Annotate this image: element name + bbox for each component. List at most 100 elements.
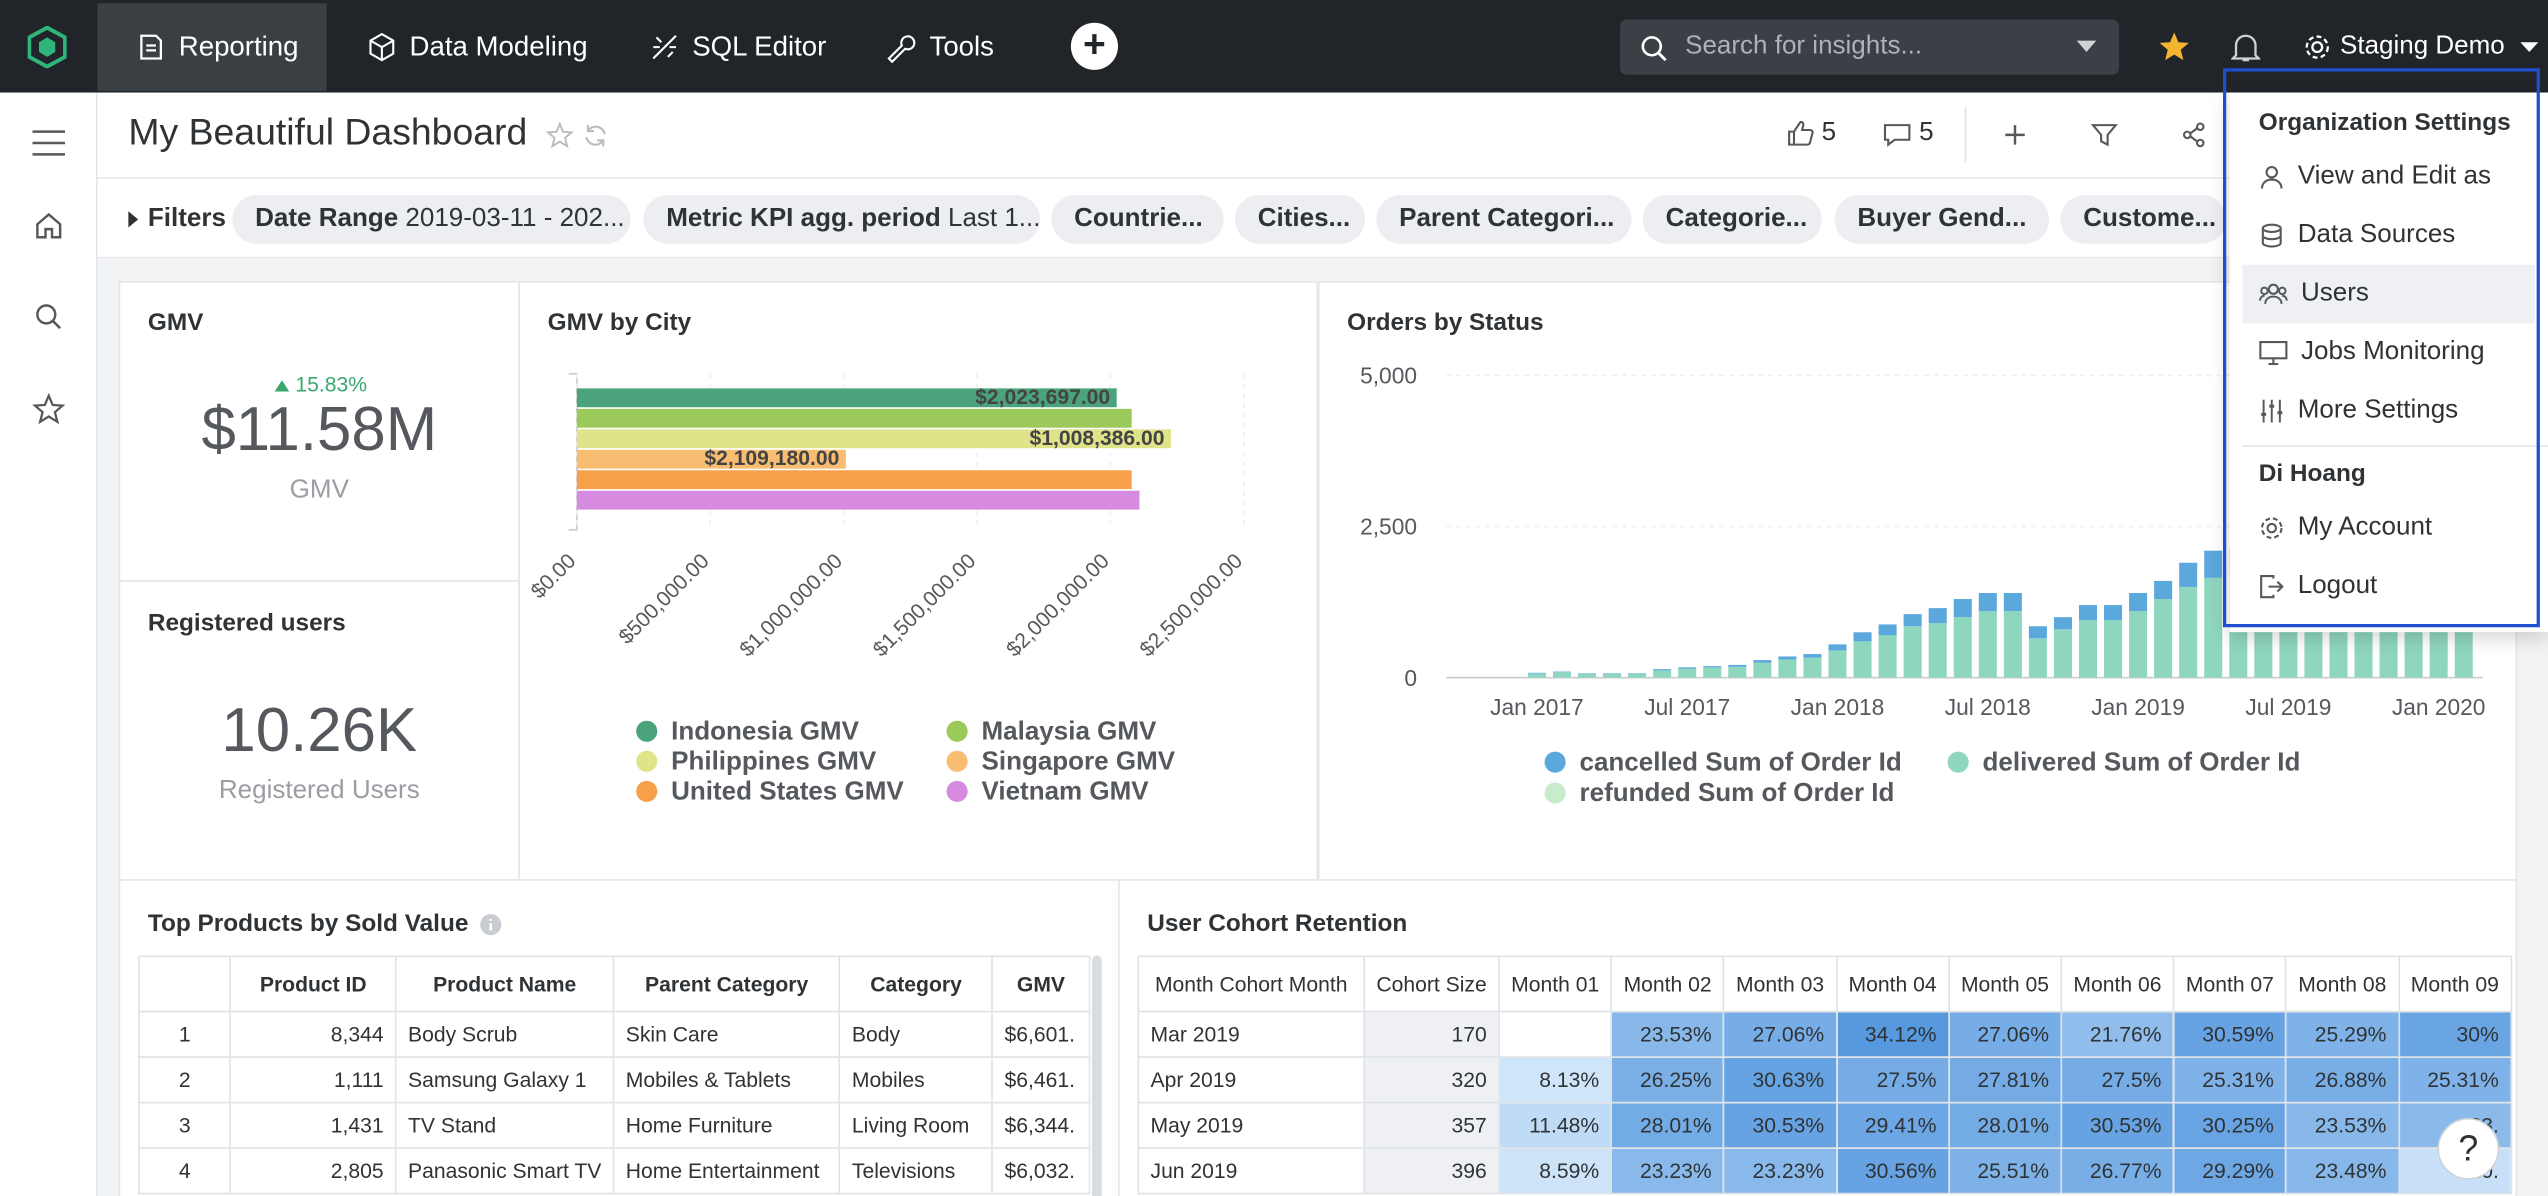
search-input[interactable] [1685,19,2059,75]
gmv-kpi-widget[interactable]: GMV 15.83% $11.58M GMV [118,281,520,582]
column-header[interactable]: Month 09 [2397,955,2512,1013]
bar-segment-delivered[interactable] [1803,657,1822,678]
home-icon[interactable] [26,203,72,249]
bar-segment-delivered[interactable] [1903,626,1922,678]
legend-label[interactable]: refunded Sum of Order Id [1580,777,1895,807]
share-icon[interactable] [2181,122,2207,148]
bar-segment-cancelled[interactable] [1903,614,1922,627]
filter-chip-parent-categories[interactable]: Parent Categori... [1376,195,1632,244]
bar-segment-delivered[interactable] [1653,670,1672,678]
menu-item-jobs-monitoring[interactable]: Jobs Monitoring [2230,323,2548,382]
bar-segment-cancelled[interactable] [1803,654,1822,658]
bar-segment-cancelled[interactable] [1828,644,1847,651]
add-widget-icon[interactable] [2002,122,2028,148]
filter-chip-metric-kpi[interactable]: Metric KPI agg. period Last 1... [643,195,1040,244]
legend-label[interactable]: cancelled Sum of Order Id [1580,746,1902,776]
column-header[interactable]: Product Name [395,955,615,1013]
menu-item-my-account[interactable]: My Account [2230,499,2548,558]
bar-segment-cancelled[interactable] [2078,605,2098,621]
bar-segment-delivered[interactable] [1552,672,1571,678]
bar-segment-cancelled[interactable] [2028,626,2047,639]
column-header[interactable] [138,955,232,1013]
help-button[interactable]: ? [2437,1118,2500,1180]
legend-label[interactable]: Malaysia GMV [982,715,1158,745]
like-button[interactable]: 5 [1786,119,1836,148]
menu-item-data-sources[interactable]: Data Sources [2230,206,2548,265]
bar-segment-cancelled[interactable] [1678,667,1697,669]
registered-users-widget[interactable]: Registered users 10.26K Registered Users [118,580,520,881]
tab-tools[interactable]: Tools [845,3,1040,91]
legend-label[interactable]: Philippines GMV [671,745,877,775]
filter-chip-categories[interactable]: Categorie... [1642,195,1822,244]
legend-label[interactable]: Singapore GMV [982,745,1176,775]
bar-segment-delivered[interactable] [2003,611,2022,678]
bar-segment-delivered[interactable] [1953,617,1972,678]
bar-segment-delivered[interactable] [1878,635,1897,678]
bar-segment-cancelled[interactable] [1527,672,1546,674]
bar-segment-delivered[interactable] [1853,641,1872,678]
star-favorites-icon[interactable] [2158,31,2191,64]
bar-segment-cancelled[interactable] [1878,624,1897,636]
bar-segment-delivered[interactable] [1628,673,1647,678]
bar-segment-cancelled[interactable] [1778,656,1797,660]
menu-item-more-settings[interactable]: More Settings [2230,382,2548,441]
star-outline-icon[interactable] [546,121,574,150]
chevron-down-icon[interactable] [2075,39,2098,55]
menu-item-logout[interactable]: Logout [2230,557,2548,616]
bar-segment-delivered[interactable] [2078,620,2098,678]
filters-toggle[interactable]: Filters [125,205,226,234]
bar-segment-cancelled[interactable] [1853,632,1872,642]
bar-segment-cancelled[interactable] [1978,592,1997,612]
bar-segment-cancelled[interactable] [2154,580,2173,600]
menu-item-view-and-edit-as[interactable]: View and Edit as [2230,148,2548,207]
bar-segment-delivered[interactable] [2154,599,2173,678]
table-row[interactable]: Jun 2019 396 8.59% 23.23% 23.23% 30.56% 25.51%… [1137,1147,2512,1195]
bar-segment-cancelled[interactable] [1577,673,1597,674]
tab-data-modeling[interactable]: Data Modeling [328,3,604,91]
search-box[interactable] [1620,19,2119,75]
legend-label[interactable]: Vietnam GMV [982,776,1150,806]
bar-segment-cancelled[interactable] [2204,550,2223,578]
column-header[interactable]: Month 01 [1498,955,1613,1013]
column-header[interactable]: Cohort Size [1363,955,1500,1013]
filter-chip-countries[interactable]: Countrie... [1051,195,1224,244]
table-row[interactable]: Mar 2019 170 23.53% 27.06% 34.12% 27.06% 21.76… [1137,1010,2512,1058]
bar-vietnam-gmv[interactable] [576,490,1140,510]
bar-indonesia-gmv[interactable] [576,388,1117,408]
bar-segment-delivered[interactable] [1527,673,1546,678]
bar-singapore-gmv[interactable] [576,449,846,469]
column-header[interactable]: Month 02 [1610,955,1725,1013]
bar-segment-delivered[interactable] [1928,623,1947,678]
bar-segment-cancelled[interactable] [2003,592,2022,612]
gmv-by-city-widget[interactable]: GMV by City $2,023,697.00 $1,008,386.00 $2… [518,281,1318,881]
holistics-logo-icon[interactable] [0,0,94,93]
filter-settings-icon[interactable] [2090,120,2119,149]
bar-malaysia-gmv[interactable] [576,408,1132,428]
table-row[interactable]: May 2019 357 11.48% 28.01% 30.53% 29.41% 28.01… [1137,1101,2512,1149]
column-header[interactable]: Month 04 [1835,955,1950,1013]
bar-segment-cancelled[interactable] [1753,660,1772,663]
legend-label[interactable]: delivered Sum of Order Id [1983,746,2301,776]
bar-segment-delivered[interactable] [2179,586,2198,678]
info-icon[interactable] [480,912,503,935]
bar-segment-cancelled[interactable] [1552,671,1571,673]
column-header[interactable]: Category [838,955,994,1013]
tab-sql-editor[interactable]: SQL Editor [611,3,847,91]
bar-segment-cancelled[interactable] [1628,673,1647,674]
bar-segment-cancelled[interactable] [1728,664,1747,667]
bar-segment-delivered[interactable] [1778,659,1797,678]
bar-united-states-gmv[interactable] [576,470,1132,490]
bar-segment-cancelled[interactable] [2129,592,2148,612]
bar-segment-cancelled[interactable] [1703,666,1722,668]
add-button[interactable]: + [1070,22,1118,70]
bar-segment-delivered[interactable] [1678,668,1697,678]
column-header[interactable]: Month 05 [1947,955,2063,1013]
filter-chip-buyer-gender[interactable]: Buyer Gend... [1834,195,2050,244]
refresh-icon[interactable] [582,122,610,150]
column-header[interactable]: Product ID [229,955,397,1013]
bar-segment-cancelled[interactable] [1653,669,1672,671]
bell-notification-icon[interactable] [2231,31,2261,64]
bar-segment-cancelled[interactable] [1928,608,1947,624]
legend-label[interactable]: United States GMV [671,776,904,806]
menu-icon[interactable] [26,120,72,166]
